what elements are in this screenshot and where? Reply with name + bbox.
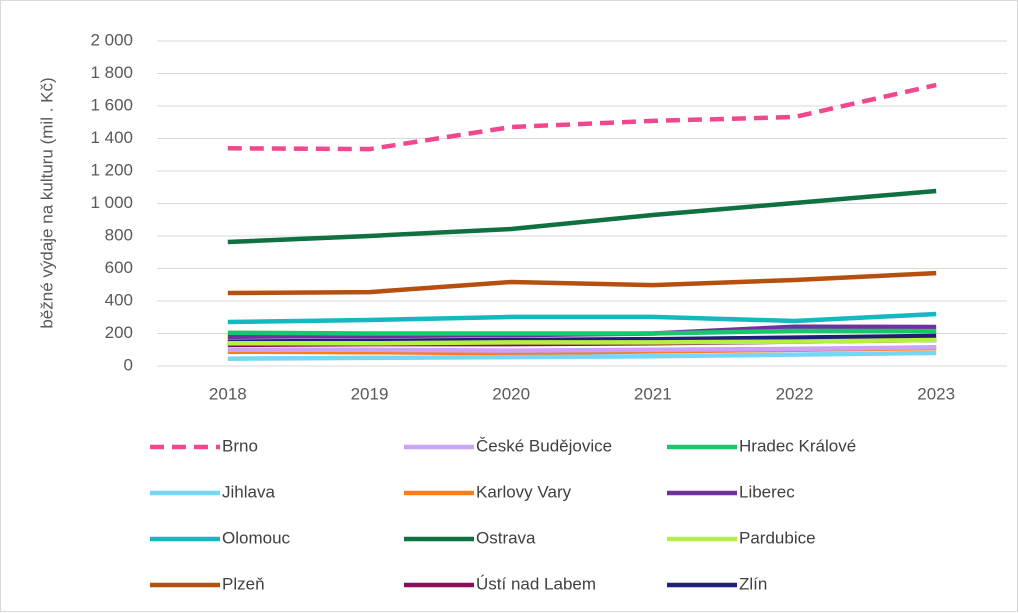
x-tick-label: 2020 — [492, 384, 530, 403]
legend-label: Zlín — [739, 574, 767, 593]
legend-label: České Budějovice — [476, 436, 612, 455]
series-line — [227, 311, 937, 325]
y-axis-title: běžné výdaje na kulturu (mil . Kč) — [37, 77, 56, 328]
legend-label: Plzeň — [222, 574, 265, 593]
legend-label: Jihlava — [222, 482, 275, 501]
series-line — [227, 82, 937, 152]
x-tick-label: 2021 — [634, 384, 672, 403]
series-line — [227, 337, 937, 346]
legend: Brno České Budějovice Hradec Králové Jihlav… — [150, 436, 856, 593]
legend-label: Ústí nad Labem — [476, 574, 596, 593]
x-tick-label: 2023 — [917, 384, 955, 403]
legend-label: Olomouc — [222, 528, 291, 547]
y-tick-label: 1 600 — [90, 95, 133, 114]
y-tick-label: 0 — [124, 355, 133, 374]
y-tick-label: 1 800 — [90, 63, 133, 82]
x-tick-label: 2018 — [209, 384, 247, 403]
series-line — [227, 270, 937, 296]
y-tick-label: 800 — [105, 225, 133, 244]
series-line — [227, 350, 937, 361]
legend-label: Karlovy Vary — [476, 482, 572, 501]
legend-label: Liberec — [739, 482, 795, 501]
series-line — [227, 345, 937, 353]
legend-label: Brno — [222, 436, 258, 455]
y-tick-label: 600 — [105, 258, 133, 277]
legend-label: Hradec Králové — [739, 436, 856, 455]
y-tick-label: 400 — [105, 290, 133, 309]
y-tick-label: 2 000 — [90, 30, 133, 49]
y-tick-label: 1 000 — [90, 193, 133, 212]
y-tick-label: 1 400 — [90, 128, 133, 147]
legend-label: Ostrava — [476, 528, 536, 547]
series-line — [227, 188, 937, 245]
x-tick-label: 2019 — [351, 384, 389, 403]
y-tick-label: 1 200 — [90, 160, 133, 179]
series-line — [227, 328, 937, 336]
series-line — [227, 333, 937, 344]
y-tick-label: 200 — [105, 323, 133, 342]
legend-label: Pardubice — [739, 528, 816, 547]
x-tick-label: 2022 — [776, 384, 814, 403]
